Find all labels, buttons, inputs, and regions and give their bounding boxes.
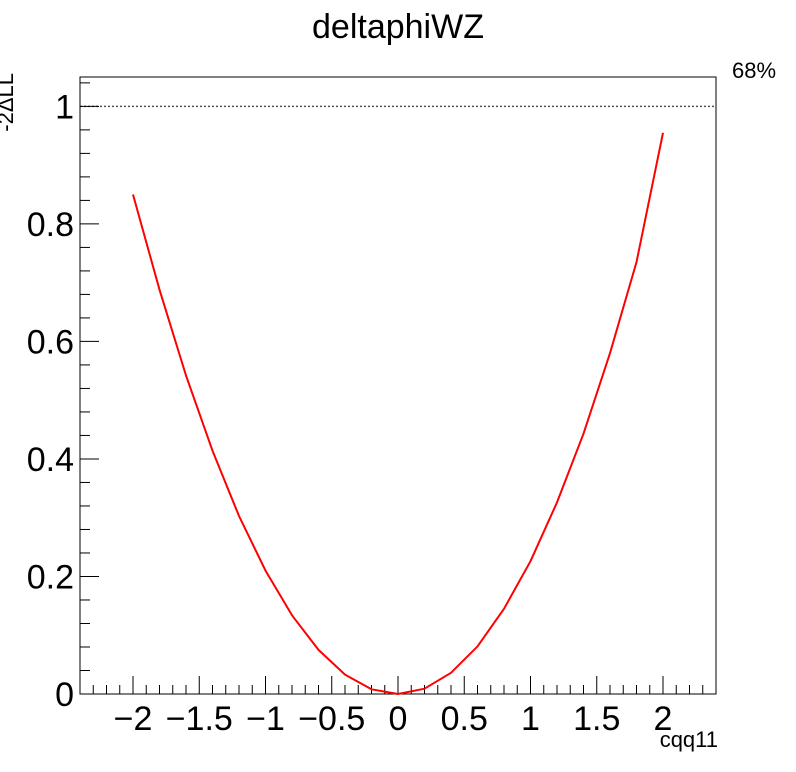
plot-frame — [79, 76, 717, 695]
x-tick-label: 2 — [654, 700, 673, 738]
y-axis-ticks: 0 0.2 0.4 0.6 0.8 1 — [27, 82, 99, 714]
x-tick-label: 0 — [389, 700, 408, 738]
y-tick-label: 0.2 — [27, 558, 74, 596]
y-tick-label: 0.8 — [27, 206, 74, 244]
x-tick-label: −2 — [114, 700, 153, 738]
reference-line-label: 68% — [732, 58, 776, 83]
chart-title: deltaphiWZ — [312, 8, 484, 46]
y-tick-label: 0.6 — [27, 323, 74, 361]
x-tick-label: 0.5 — [441, 700, 488, 738]
y-tick-label: 0.4 — [27, 441, 74, 479]
x-tick-label: −0.5 — [298, 700, 365, 738]
x-tick-label: 1.5 — [573, 700, 620, 738]
y-tick-label: 1 — [55, 88, 74, 126]
x-tick-label: 1 — [521, 700, 540, 738]
series-line — [132, 132, 664, 695]
x-tick-label: −1 — [246, 700, 285, 738]
x-axis-ticks: −2 −1.5 −1 −0.5 0 0.5 1 1.5 2 — [79, 676, 717, 738]
y-tick-label: 0 — [55, 676, 74, 714]
y-axis-label: -2ΔLL — [0, 73, 18, 132]
x-axis-label: cqq11 — [660, 727, 718, 752]
x-tick-label: −1.5 — [166, 700, 233, 738]
series-group — [132, 132, 664, 695]
